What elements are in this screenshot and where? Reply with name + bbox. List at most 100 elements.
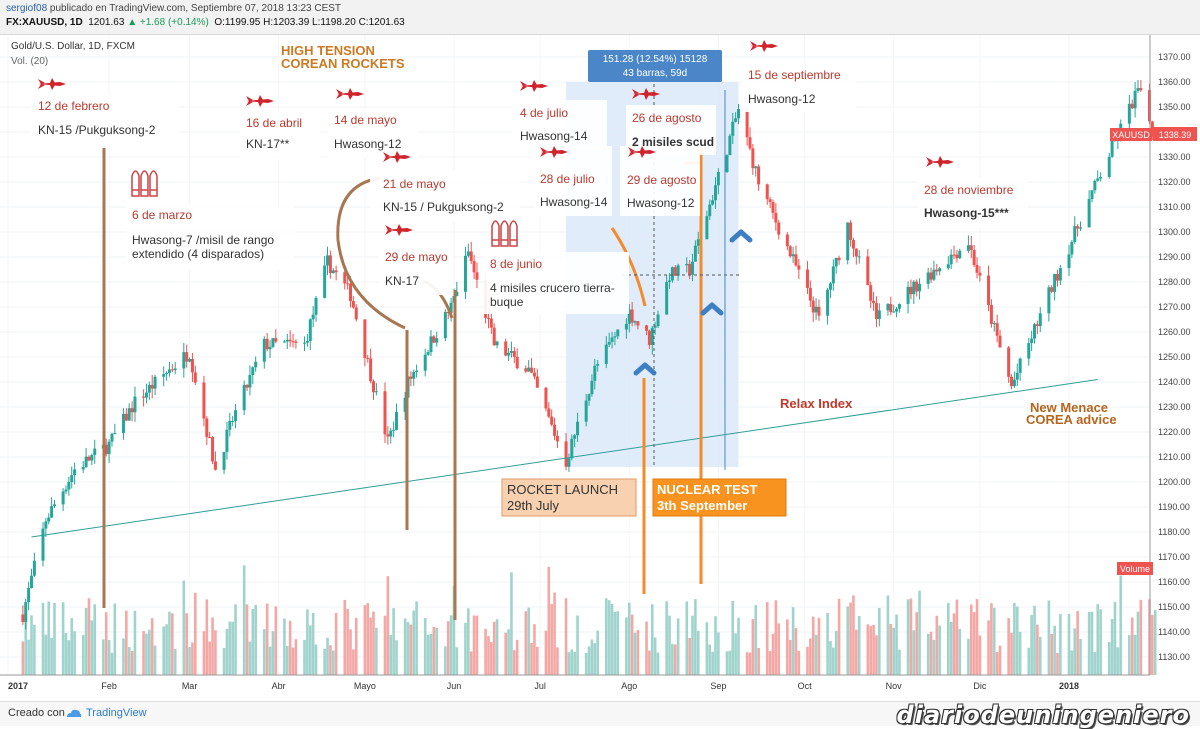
volume-bar (133, 610, 137, 675)
range-measure-line1: 151.28 (12.54%) 15128 (603, 54, 708, 65)
volume-bar (1136, 611, 1140, 675)
volume-bar (926, 633, 930, 675)
volume-bar (84, 607, 88, 675)
site-watermark: diariodeuningeniero (896, 701, 1190, 729)
event-date: 14 de mayo (334, 113, 397, 127)
candle-body (354, 307, 358, 320)
candle-body (590, 380, 594, 395)
candle-body (495, 341, 499, 346)
candle-body (130, 408, 134, 413)
candle-body (849, 222, 853, 241)
y-tick-label: 1140.00 (1158, 627, 1190, 637)
candle-body (616, 329, 620, 337)
volume-bar (142, 631, 145, 675)
volume-bar (886, 595, 890, 675)
rocket-body (246, 99, 274, 103)
volume-bar (291, 647, 295, 675)
volume-bar (958, 629, 962, 675)
candle-body (995, 323, 999, 336)
event-date: 8 de junio (490, 257, 542, 271)
volume-bar (645, 621, 648, 675)
candle-body (1147, 90, 1151, 122)
event-label-bg (918, 178, 1028, 228)
volume-bar (967, 638, 970, 675)
candle-body (725, 155, 729, 172)
candle-body (423, 354, 427, 371)
y-tick-label: 1210.00 (1158, 452, 1191, 462)
event-date: 15 de septiembre (748, 68, 841, 82)
volume-bar (1047, 600, 1051, 675)
volume-bar (265, 603, 269, 675)
volume-bar (208, 641, 211, 675)
volume-subtitle: Vol. (20) (11, 56, 48, 67)
x-tick-label: Jul (534, 681, 546, 691)
candle-body (133, 396, 137, 413)
candle-body (222, 451, 226, 470)
bullet (131, 170, 140, 197)
y-tick-label: 1220.00 (1158, 427, 1191, 437)
bullet (491, 220, 500, 247)
volume-bar (1059, 614, 1062, 675)
volume-bar (446, 621, 450, 675)
volume-bar (1099, 609, 1102, 675)
volume-bar (283, 618, 286, 675)
volume-bar (846, 606, 850, 675)
candle-body (895, 308, 899, 312)
volume-bar (182, 580, 186, 675)
volume-bar (1056, 652, 1059, 675)
event-label-bg (512, 100, 607, 150)
volume-bar (484, 628, 487, 675)
candle-body (142, 396, 146, 398)
volume-bar (794, 628, 798, 675)
candle-body (633, 321, 637, 323)
candle-body (705, 216, 709, 240)
volume-bar (285, 645, 289, 675)
candle-body (834, 257, 838, 267)
volume-bar (464, 622, 467, 675)
volume-bar (150, 618, 154, 675)
y-tick-label: 1170.00 (1158, 552, 1190, 562)
author-link[interactable]: sergiof08 (6, 3, 48, 14)
rocket-icon (520, 80, 548, 92)
volume-bar (1050, 633, 1054, 675)
y-tick-label: 1330.00 (1158, 152, 1191, 162)
candle-body (254, 361, 258, 368)
x-tick-label: Mayo (354, 681, 376, 691)
volume-bar (242, 565, 246, 675)
candle-body (593, 365, 597, 381)
volume-bar (33, 624, 36, 675)
candle-body (736, 109, 740, 119)
event-date: 28 de julio (540, 172, 595, 186)
volume-bar (1079, 638, 1082, 675)
volume-bar (688, 637, 691, 675)
volume-bar (435, 627, 439, 675)
volume-bar (625, 617, 628, 675)
rocket-body (336, 92, 364, 96)
volume-bar (130, 650, 134, 675)
volume-bar (375, 627, 378, 675)
candle-body (992, 323, 996, 325)
event-label-bg (534, 146, 612, 216)
y-tick-label: 1320.00 (1158, 177, 1191, 187)
candle-body (489, 318, 493, 328)
volume-bar (366, 603, 370, 675)
candle-body (245, 384, 249, 388)
volume-bar (515, 639, 519, 675)
volume-bar (262, 629, 266, 675)
volume-bar (573, 651, 576, 675)
volume-bar (992, 607, 996, 675)
volume-bar (906, 599, 910, 675)
tradingview-link[interactable]: TradingView (86, 707, 147, 719)
candle-body (1107, 156, 1111, 177)
volume-bar (288, 620, 292, 675)
candle-body (121, 413, 125, 434)
candle-body (645, 325, 649, 331)
volume-bar (1030, 614, 1033, 675)
candle-body (544, 387, 548, 409)
candle-body (509, 351, 513, 353)
candle-body (1130, 103, 1134, 109)
gold-price-chart[interactable]: 12 de febrero KN-15 /Pukguksong-2 6 de mar… (0, 35, 1200, 700)
volume-bar (653, 637, 657, 675)
support-trendline[interactable] (31, 379, 1098, 538)
candle-body (607, 341, 611, 345)
